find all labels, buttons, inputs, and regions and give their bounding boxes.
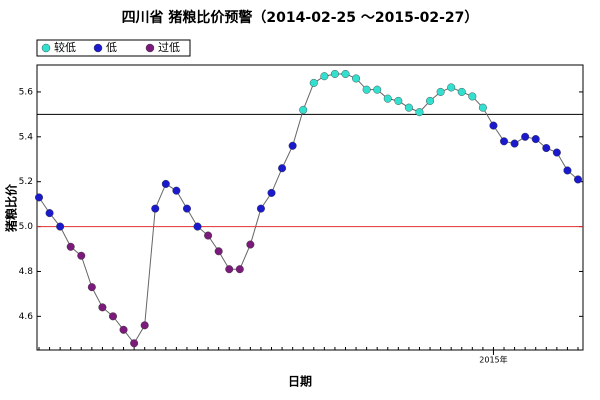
legend-marker [41, 43, 51, 53]
data-point [225, 265, 234, 274]
x-axis-label: 日期 [288, 374, 312, 389]
data-point [130, 339, 139, 348]
data-point [457, 87, 466, 96]
data-point [45, 209, 54, 218]
data-point [531, 135, 540, 144]
data-point [320, 72, 329, 81]
y-tick-label: 5.0 [19, 222, 34, 232]
data-point [415, 108, 424, 117]
data-point [56, 222, 65, 231]
data-point [563, 166, 572, 175]
data-point [510, 139, 519, 148]
data-point [521, 132, 530, 141]
data-point [489, 121, 498, 130]
chart-title: 四川省 猪粮比价预警（2014-02-25 ～2015-02-27） [122, 9, 479, 26]
data-point [66, 242, 75, 251]
data-point [87, 283, 96, 292]
data-point [98, 303, 107, 312]
data-point [278, 164, 287, 173]
data-point [352, 74, 361, 83]
data-point [204, 231, 213, 240]
data-point [362, 85, 371, 94]
legend-marker [145, 43, 155, 53]
data-point [172, 186, 181, 195]
data-point [447, 83, 456, 92]
data-point [426, 96, 435, 105]
data-point [330, 69, 339, 78]
y-tick-label: 5.4 [19, 132, 34, 142]
data-point [256, 204, 265, 213]
data-point [552, 148, 561, 157]
data-point [394, 96, 403, 105]
data-point [542, 144, 551, 153]
data-point [500, 137, 509, 146]
y-tick-label: 4.8 [19, 267, 34, 277]
legend-label: 较低 [54, 40, 76, 54]
data-point [574, 175, 583, 184]
data-point [235, 265, 244, 274]
legend-label: 低 [106, 41, 117, 54]
data-point [119, 325, 128, 334]
data-point [193, 222, 202, 231]
legend-label: 过低 [158, 41, 180, 54]
data-point [35, 193, 44, 202]
y-tick-label: 5.6 [19, 87, 34, 97]
data-point [478, 103, 487, 112]
data-point [77, 251, 86, 260]
data-point [214, 247, 223, 256]
y-axis-label: 猪粮比价 [4, 183, 19, 233]
data-point [341, 69, 350, 78]
data-point [404, 103, 413, 112]
data-point [140, 321, 149, 330]
plot-frame [36, 64, 584, 351]
data-point [151, 204, 160, 213]
legend-box [36, 39, 191, 57]
data-point [309, 78, 318, 87]
data-point [383, 94, 392, 103]
data-line [38, 73, 579, 345]
data-point [246, 240, 255, 249]
data-point [436, 87, 445, 96]
legend-marker [93, 43, 103, 53]
data-point [288, 141, 297, 150]
data-point [468, 92, 477, 101]
data-point [161, 179, 170, 188]
data-point [373, 85, 382, 94]
data-point [182, 204, 191, 213]
y-tick-label: 5.2 [19, 177, 33, 187]
data-point [267, 188, 276, 197]
x-tick-label: 2015年 [479, 355, 507, 365]
y-tick-label: 4.6 [19, 312, 34, 322]
data-point [108, 312, 117, 321]
data-point [299, 105, 308, 114]
